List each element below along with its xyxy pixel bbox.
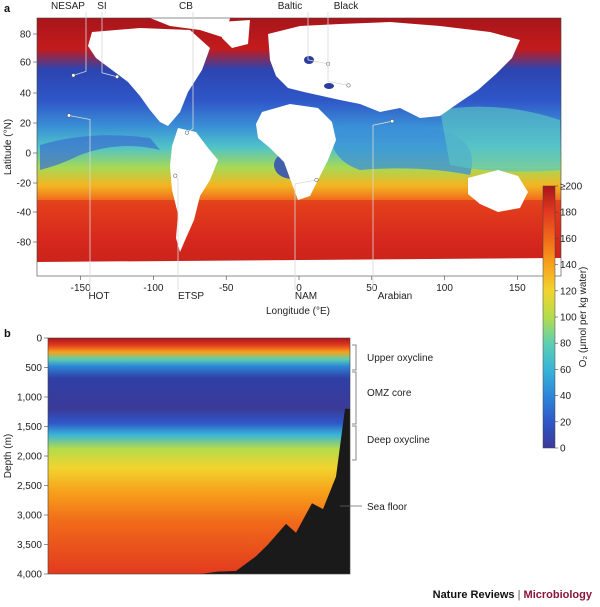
depth-axes: 0 500 1,000 1,500 2,000 2,500 3,000 3,500 4,000 — [17, 334, 48, 581]
site-leader-line — [68, 115, 91, 290]
map-x-tick-label: -50 — [219, 283, 234, 294]
site-label: ETSP — [178, 291, 204, 302]
site-label: SI — [97, 1, 106, 12]
journal-name: Microbiology — [523, 589, 592, 601]
colorbar — [542, 185, 556, 449]
colorbar-tick-label: 120 — [560, 286, 577, 297]
depth-tick-label: 1,000 — [17, 393, 42, 404]
colorbar-tick-label: 140 — [560, 260, 577, 271]
colorbar-tick-label: 160 — [560, 234, 577, 245]
zone-brackets: Upper oxycline OMZ core Deep oxycline Se… — [340, 344, 434, 513]
footer-separator: | — [517, 589, 521, 601]
map-x-tick-label: -100 — [143, 283, 163, 294]
colorbar-tick-label: 40 — [560, 391, 572, 402]
panel-a-letter: a — [4, 3, 11, 15]
footer-credit: Nature Reviews | Microbiology — [0, 589, 592, 601]
site-markers: NESAP SI CB Baltic Black HOT ETSP NAM Arabian — [51, 1, 412, 302]
map-y-tick-label: -80 — [17, 238, 32, 249]
site-leader-line — [73, 12, 87, 76]
map-y-tick-label: 0 — [25, 149, 31, 160]
site-label: Baltic — [278, 1, 302, 12]
colorbar-tick-label: 0 — [560, 444, 566, 455]
antarctica — [37, 258, 561, 276]
publisher-name: Nature Reviews — [432, 589, 515, 601]
depth-tick-label: 3,000 — [17, 511, 42, 522]
zone-deep-oxycline: Deep oxycline — [367, 435, 430, 446]
black-sea — [324, 83, 334, 89]
depth-tick-label: 500 — [25, 363, 42, 374]
map-y-axis-title: Latitude (°N) — [3, 119, 14, 175]
site-leader-line — [186, 12, 194, 134]
colorbar-title: O₂ (μmol per kg water) — [578, 267, 589, 368]
eurasia — [268, 22, 520, 118]
map-x-tick-label: 150 — [509, 283, 526, 294]
depth-axis-title: Depth (m) — [3, 434, 14, 478]
colorbar-tick-label: 100 — [560, 313, 577, 324]
depth-tick-label: 2,500 — [17, 481, 42, 492]
indian-ocean-low-oxygen — [330, 125, 472, 175]
sea-floor-shape — [185, 408, 350, 574]
zone-upper-oxycline: Upper oxycline — [367, 353, 434, 364]
south-america — [170, 128, 218, 252]
site-marker — [71, 73, 76, 78]
sea-floor-label: Sea floor — [367, 502, 408, 513]
map-x-tick-label: 50 — [366, 283, 378, 294]
site-marker — [67, 113, 72, 118]
site-marker — [314, 177, 319, 182]
site-label: Black — [334, 1, 359, 12]
map-y-tick-label: 20 — [20, 119, 32, 130]
panel-b-letter: b — [4, 328, 11, 340]
site-leader-line — [372, 120, 393, 290]
map-y-tick-label: 60 — [20, 58, 32, 69]
omz-core-bracket — [352, 371, 357, 425]
arctic-north-america — [150, 18, 230, 38]
site-marker — [390, 119, 395, 124]
map-x-axis-title: Longitude (°E) — [266, 306, 330, 317]
map-x-tick-label: -150 — [71, 283, 91, 294]
map-axes: -150 -100 -50 0 50 100 150 80 60 40 20 0 -20 -40 -80 — [17, 30, 527, 295]
depth-tick-label: 4,000 — [17, 570, 42, 581]
site-marker — [173, 173, 178, 178]
colorbar-tick-label: 20 — [560, 417, 572, 428]
site-label: NAM — [295, 291, 317, 302]
depth-tick-label: 2,000 — [17, 452, 42, 463]
zone-omz-core: OMZ core — [367, 388, 412, 399]
site-leader-line — [294, 179, 317, 290]
upper-oxycline-bracket — [352, 344, 357, 371]
colorbar-ticks: 0 20 40 60 80 100 120 140 160 180 ≥200 — [555, 182, 583, 455]
site-label: HOT — [88, 291, 109, 302]
site-marker — [346, 83, 351, 88]
depth-tick-label: 0 — [36, 334, 42, 345]
colorbar-tick-label: 80 — [560, 339, 572, 350]
colorbar-tick-label: ≥200 — [560, 182, 583, 193]
etp-low-oxygen-tongue — [40, 135, 160, 170]
deep-oxycline-bracket — [352, 425, 357, 461]
map-y-tick-label: -20 — [17, 179, 32, 190]
colorbar-tick-label: 60 — [560, 365, 572, 376]
map-x-tick-label: 100 — [436, 283, 453, 294]
pacific-cyan-band — [440, 106, 560, 172]
map-y-tick-label: 40 — [20, 89, 32, 100]
ocean-oxygen-map — [37, 18, 561, 276]
site-marker — [115, 74, 120, 79]
site-label: NESAP — [51, 1, 85, 12]
colorbar-tick-label: 180 — [560, 208, 577, 219]
depth-section — [48, 338, 350, 574]
north-america — [88, 28, 210, 126]
site-label: Arabian — [378, 291, 412, 302]
site-marker — [184, 130, 189, 135]
site-leader-line — [307, 12, 329, 65]
australia — [468, 170, 528, 212]
site-leader-line — [101, 12, 118, 78]
map-y-tick-label: 80 — [20, 30, 32, 41]
depth-tick-label: 3,500 — [17, 540, 42, 551]
map-x-tick-label: 0 — [296, 283, 302, 294]
site-label: CB — [179, 1, 193, 12]
site-leader-line — [327, 12, 349, 86]
depth-tick-label: 1,500 — [17, 422, 42, 433]
map-y-tick-label: -40 — [17, 208, 32, 219]
greenland — [220, 20, 250, 48]
africa — [256, 104, 336, 200]
